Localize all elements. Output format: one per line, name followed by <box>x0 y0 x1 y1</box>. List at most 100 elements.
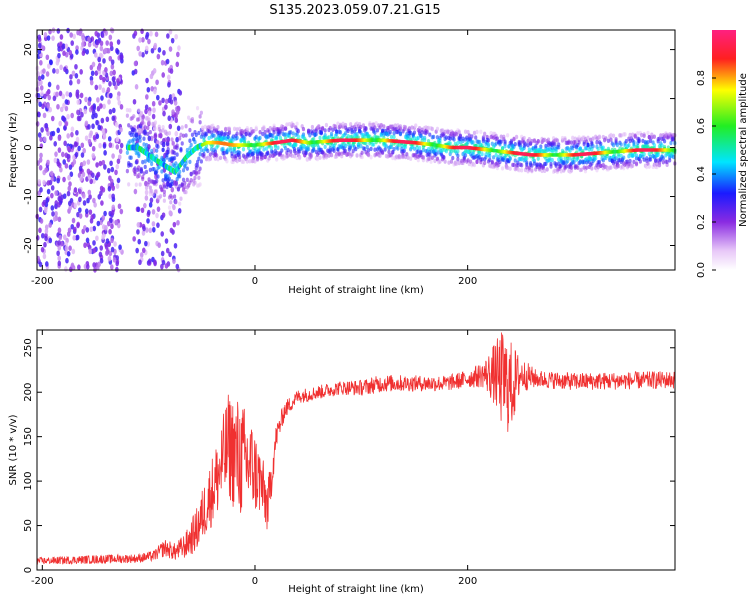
spectrogram-cell <box>486 142 491 147</box>
spectrogram-cell <box>110 27 115 34</box>
spectrogram-cell <box>86 168 91 175</box>
spectrogram-cell <box>222 150 226 156</box>
spectrogram-cell <box>42 253 47 260</box>
spectrogram-cell <box>76 99 81 105</box>
spectrogram-cell <box>63 140 67 147</box>
spectrogram-cell <box>151 221 156 227</box>
spectrogram-cell <box>46 180 51 186</box>
spectrogram-cell <box>168 251 172 258</box>
spectrogram-cell <box>38 261 43 268</box>
spectrogram-cell <box>642 152 646 157</box>
spectrogram-cell <box>137 152 141 157</box>
spectrogram-cell <box>44 235 48 242</box>
spectrogram-cell <box>100 32 105 38</box>
spectrogram-cell <box>164 104 168 110</box>
spectrogram-cell <box>165 131 169 136</box>
spectrogram-cell <box>39 218 44 224</box>
spectrogram-cell <box>147 120 151 125</box>
spectrogram-cell <box>197 175 201 181</box>
spectrogram-cell <box>284 132 288 137</box>
spectrogram-cell <box>241 159 246 165</box>
spectrogram-cell <box>241 147 246 152</box>
spectrogram-cell <box>140 207 145 214</box>
spectrogram-cell <box>296 128 300 134</box>
spectrogram-cell <box>198 114 202 119</box>
spectrogram-cell <box>162 198 166 203</box>
spectrogram-cell <box>37 75 42 82</box>
spectrogram-cell <box>128 108 132 113</box>
spectrogram-cell <box>75 45 79 51</box>
spectrogram-cell <box>133 166 137 171</box>
spectrogram-cell <box>61 44 66 50</box>
spectrogram-cell <box>147 38 151 45</box>
spectrogram-cell <box>489 130 493 136</box>
spectrogram-cell <box>94 30 99 37</box>
spectrogram-cell <box>139 252 144 258</box>
colorbar-label: Normalized spectral amplitude <box>738 73 749 227</box>
spectrogram-cell <box>162 189 166 194</box>
spectrogram-cell <box>94 84 99 91</box>
spectrogram-cell <box>559 163 563 168</box>
spectrogram-cell <box>631 163 635 169</box>
spectrogram-cell <box>150 86 154 92</box>
spectrogram-cell <box>527 147 531 152</box>
spectrogram-cell <box>174 161 178 166</box>
spectrogram-cell <box>178 174 182 179</box>
spectrogram-cell <box>46 159 50 166</box>
spectrogram-cell <box>47 81 52 88</box>
spectrogram-cell <box>96 97 100 103</box>
spectrogram-cell <box>110 59 115 65</box>
spectrogram-cell <box>116 177 121 184</box>
spectrogram-cell <box>432 134 436 140</box>
spectrogram-cell <box>641 138 645 144</box>
spectrogram-cell <box>315 156 320 162</box>
spectrogram-cell <box>39 136 43 143</box>
spectrogram-cell <box>576 165 580 170</box>
spectrogram-cell <box>105 40 109 46</box>
spectrogram-cell <box>160 250 165 257</box>
spectrogram-cell <box>110 63 115 70</box>
spectrogram-cell <box>276 145 280 150</box>
spectrogram-cell <box>310 124 315 130</box>
spectrogram-cell <box>526 142 530 148</box>
spectrogram-cell <box>382 124 386 129</box>
spectrogram-cell <box>118 148 123 154</box>
spectrogram-cell <box>79 175 83 182</box>
spectrogram-cell <box>104 244 109 250</box>
spectrogram-cell <box>661 156 665 161</box>
spectrogram-x-tick-label: 200 <box>458 276 477 287</box>
spectrogram-cell <box>448 141 452 146</box>
spectrogram-cell <box>36 92 41 99</box>
spectrogram-cell <box>438 138 442 143</box>
spectrogram-cell <box>414 123 418 128</box>
spectrogram-cell <box>227 126 232 131</box>
spectrogram-cell <box>66 113 70 120</box>
spectrogram-cell <box>613 152 617 158</box>
spectrogram-cell <box>141 230 146 236</box>
spectrogram-cell <box>134 84 139 90</box>
spectrogram-cell <box>438 159 442 164</box>
spectrogram-cell <box>627 143 631 148</box>
spectrogram-cell <box>597 159 602 165</box>
spectrogram-cell <box>180 141 184 146</box>
spectrogram-cell <box>116 222 121 229</box>
spectrogram-cell <box>597 134 602 139</box>
spectrogram-cell <box>106 167 111 174</box>
spectrogram-cell <box>188 146 192 151</box>
spectrogram-cell <box>57 260 62 267</box>
spectrogram-cell <box>53 157 58 164</box>
spectrogram-cell <box>141 159 145 165</box>
spectrogram-cell <box>98 52 103 59</box>
spectrogram-cell <box>85 227 90 233</box>
snr-x-tick-label: -200 <box>31 576 54 587</box>
spectrogram-cell <box>149 30 153 37</box>
spectrogram-cell <box>417 129 422 134</box>
spectrogram-cell <box>392 131 396 136</box>
spectrogram-cell <box>76 222 80 229</box>
spectrogram-cell <box>43 32 48 38</box>
spectrogram-cell <box>56 161 61 167</box>
spectrogram-cell <box>81 50 86 56</box>
spectrogram-cell <box>35 121 40 127</box>
spectrogram-cell <box>321 126 325 132</box>
spectrogram-cell <box>162 158 166 163</box>
